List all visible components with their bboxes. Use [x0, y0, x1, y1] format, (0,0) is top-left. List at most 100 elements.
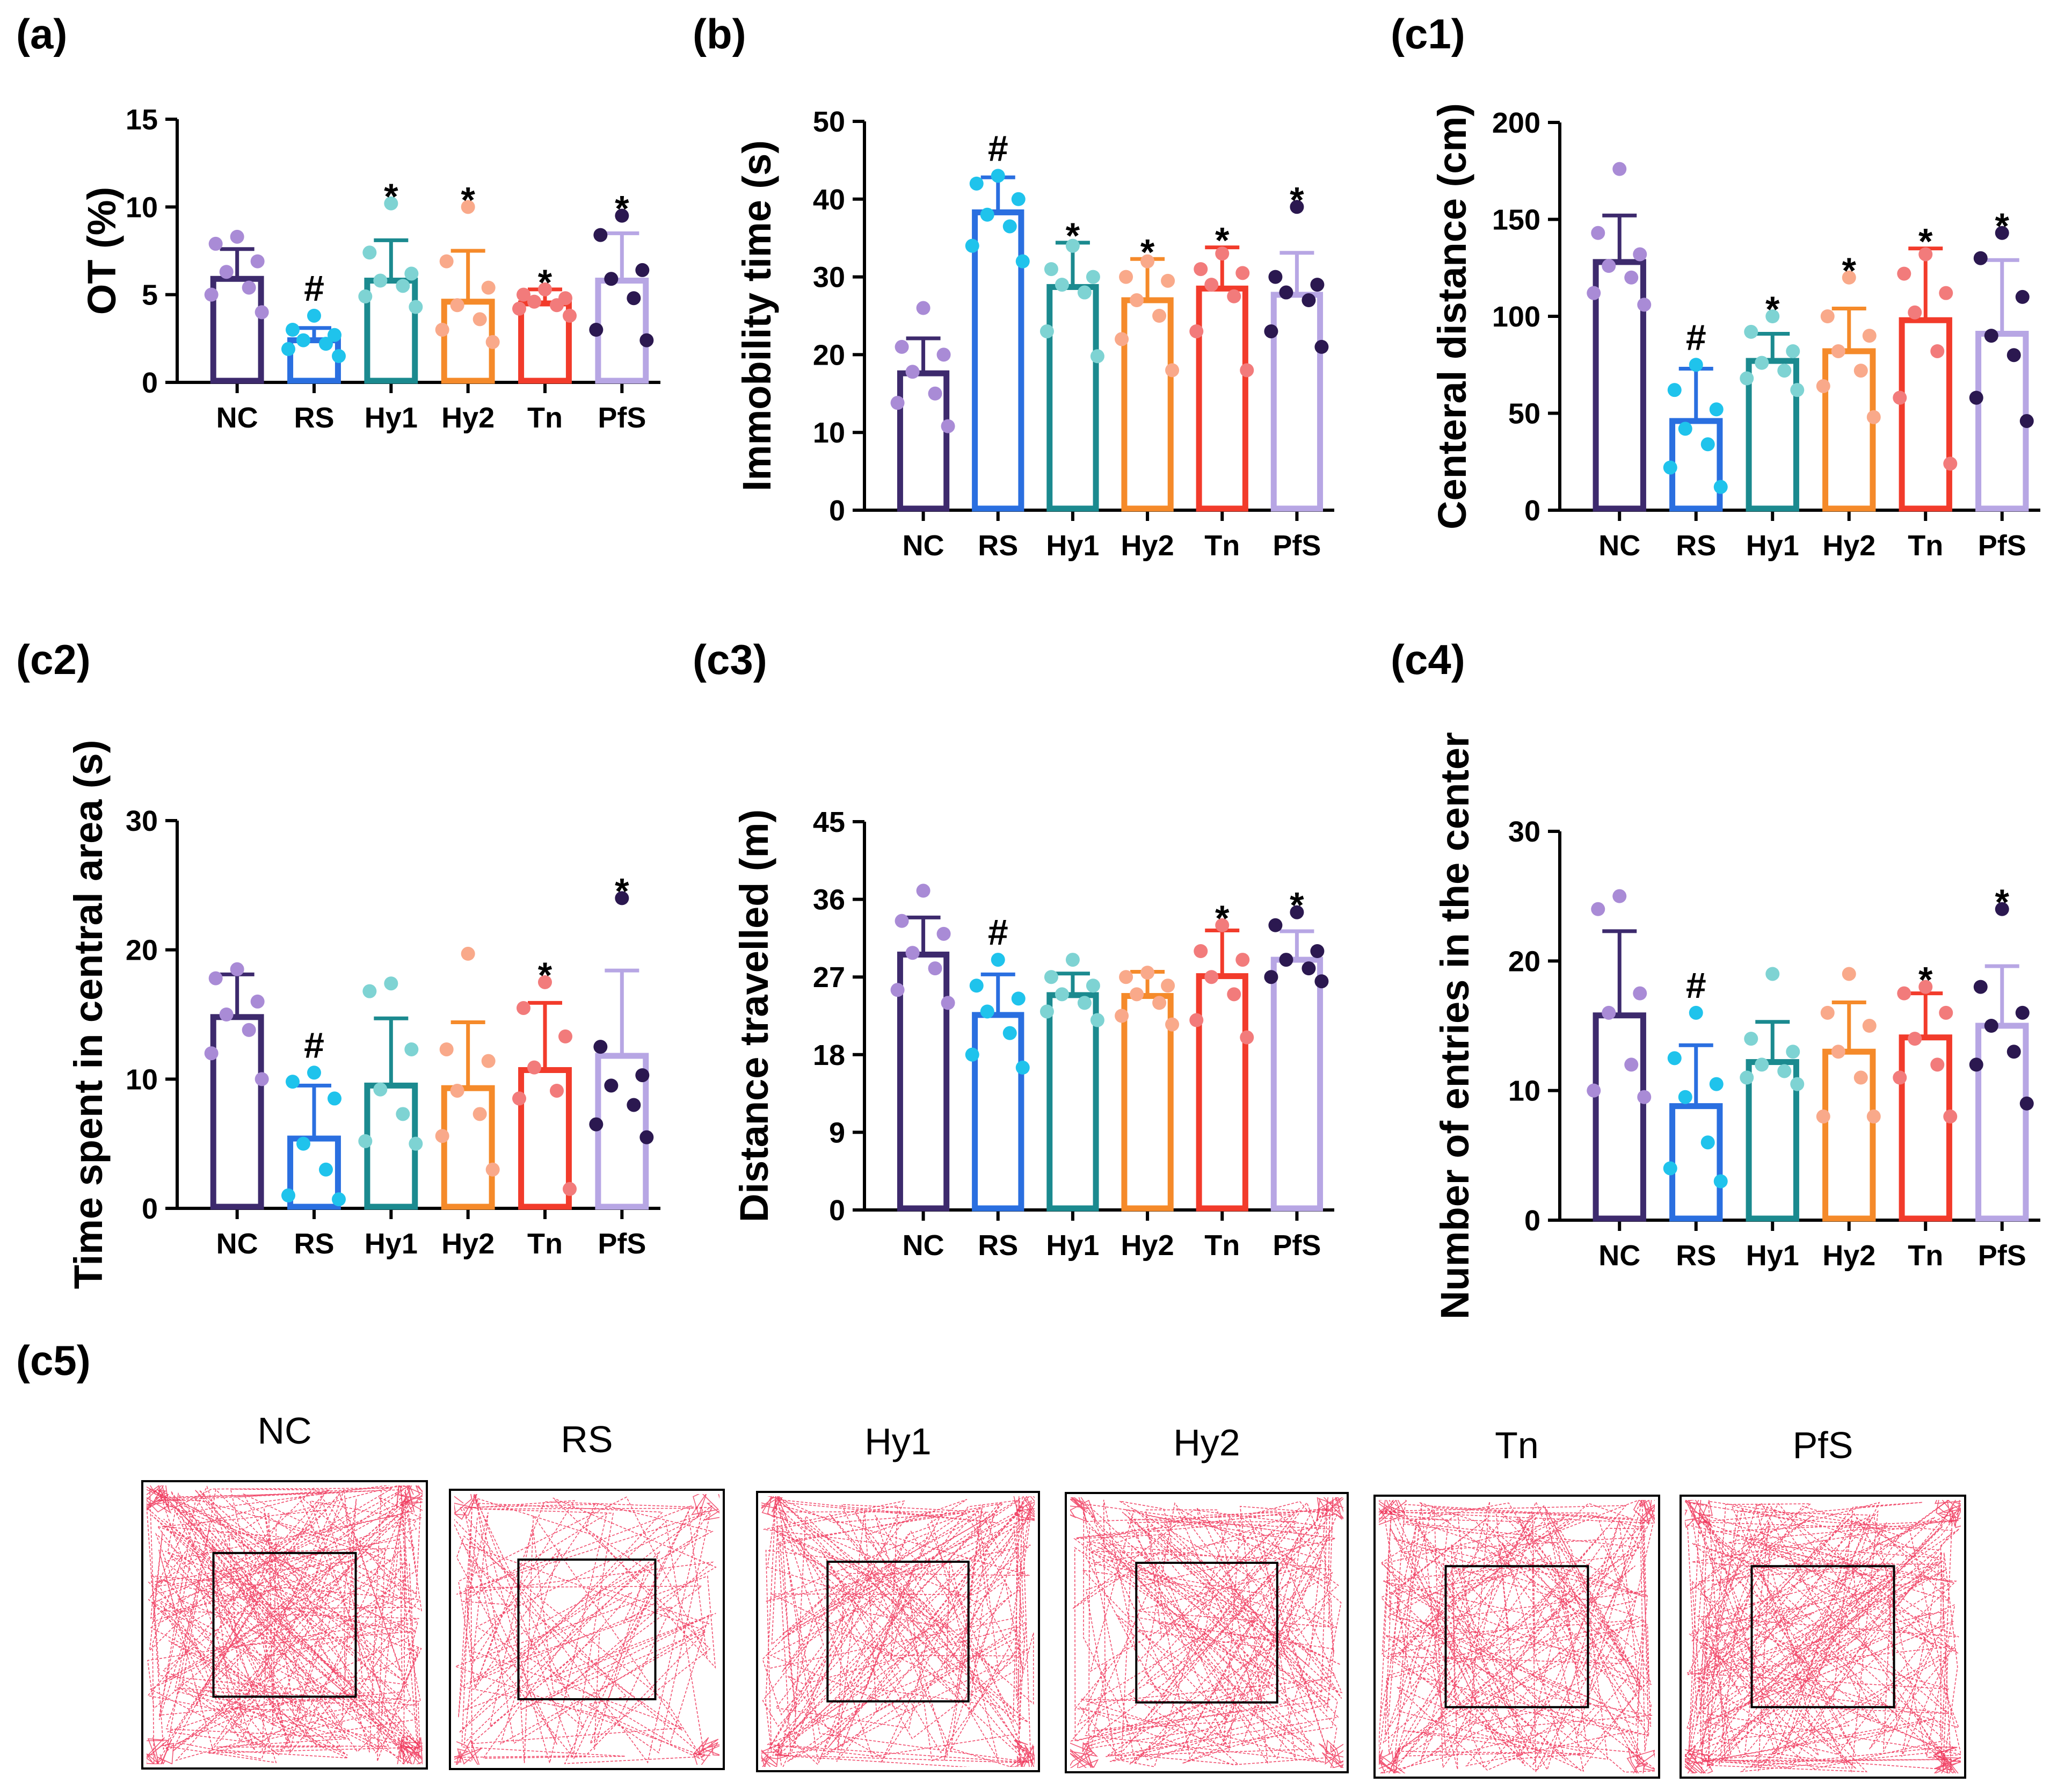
- bar: [1270, 292, 1324, 512]
- y-tick-label: 45: [813, 806, 845, 838]
- x-tick-label: RS: [978, 530, 1018, 562]
- bar: [1593, 1012, 1646, 1222]
- data-point: [1002, 219, 1017, 234]
- bar: [1746, 358, 1799, 512]
- data-point: [593, 1040, 608, 1054]
- data-point: [1816, 379, 1830, 393]
- y-tick-label: 20: [813, 339, 845, 371]
- y-tick-label: 50: [1508, 398, 1540, 430]
- significance-mark: *: [615, 189, 629, 229]
- bar: [441, 1085, 495, 1210]
- data-point: [1790, 1077, 1805, 1091]
- data-point: [230, 962, 244, 976]
- data-point: [1790, 383, 1805, 397]
- data-point: [1591, 226, 1605, 240]
- data-point: [1709, 1077, 1724, 1091]
- data-point: [1831, 1045, 1845, 1059]
- data-point: [905, 946, 920, 960]
- data-point: [1984, 1019, 1998, 1033]
- data-point: [1077, 285, 1092, 300]
- significance-mark: *: [1290, 885, 1304, 926]
- significance-mark: *: [461, 179, 475, 220]
- data-point: [1002, 1026, 1017, 1040]
- chart-panel: (b) Immobility time (s) 0 10 20 30 40 50 NC RS # Hy…: [693, 10, 1334, 562]
- data-point: [319, 1162, 333, 1177]
- data-point: [409, 1136, 423, 1151]
- data-point: [332, 1192, 346, 1207]
- data-point: [639, 333, 654, 347]
- data-point: [563, 308, 577, 323]
- bar: [364, 278, 418, 384]
- data-point: [1587, 1083, 1601, 1098]
- y-tick-label: 50: [813, 106, 845, 138]
- data-point: [461, 200, 475, 214]
- data-point: [558, 1029, 572, 1043]
- y-tick-label: 0: [142, 1193, 158, 1225]
- data-point: [296, 333, 310, 347]
- data-point: [1897, 266, 1911, 281]
- data-point: [450, 1083, 464, 1098]
- data-point: [439, 254, 454, 269]
- track-plot: Hy2: [1065, 1422, 1349, 1773]
- data-point: [307, 308, 321, 323]
- data-point: [1264, 970, 1278, 984]
- data-point: [1853, 364, 1868, 378]
- significance-mark: *: [1918, 960, 1933, 1001]
- significance-mark: #: [304, 268, 324, 309]
- y-tick-label: 10: [126, 1063, 158, 1096]
- data-point: [384, 976, 398, 991]
- bar: [518, 300, 572, 384]
- data-point: [1119, 270, 1133, 284]
- data-point: [1667, 1051, 1682, 1066]
- data-point: [1268, 918, 1283, 932]
- data-point: [1700, 437, 1715, 452]
- bar: [972, 1012, 1024, 1212]
- data-point: [481, 1054, 496, 1068]
- data-point: [639, 1130, 654, 1144]
- data-point: [1939, 1005, 1953, 1020]
- arena-border: [141, 1480, 428, 1770]
- data-point: [965, 238, 979, 253]
- significance-mark: *: [1290, 179, 1304, 220]
- data-point: [1115, 332, 1129, 346]
- data-point: [527, 294, 541, 309]
- data-point: [980, 1004, 994, 1019]
- data-point: [1908, 305, 1922, 320]
- data-point: [1740, 371, 1754, 386]
- data-point: [991, 169, 1005, 183]
- x-tick-label: PfS: [598, 1228, 646, 1260]
- data-point: [1709, 402, 1724, 417]
- y-tick-label: 100: [1492, 301, 1540, 333]
- data-point: [1204, 970, 1219, 984]
- data-point: [439, 1042, 454, 1056]
- data-point: [890, 396, 905, 410]
- x-tick-label: NC: [903, 530, 944, 562]
- track-title: NC: [257, 1410, 311, 1452]
- data-point: [905, 365, 920, 379]
- data-point: [1633, 986, 1647, 1001]
- data-point: [627, 1098, 641, 1112]
- center-zone: [1444, 1565, 1589, 1708]
- data-point: [1130, 987, 1144, 1002]
- data-point: [242, 280, 256, 295]
- bar: [1121, 993, 1174, 1212]
- y-tick-label: 200: [1492, 107, 1540, 139]
- data-point: [1065, 953, 1080, 967]
- data-point: [1268, 270, 1283, 284]
- data-point: [512, 1091, 526, 1106]
- data-point: [204, 287, 219, 302]
- data-point: [1612, 162, 1627, 176]
- data-point: [517, 287, 530, 302]
- data-point: [1055, 987, 1069, 1002]
- track-title: Tn: [1495, 1424, 1539, 1466]
- center-zone: [1750, 1565, 1895, 1708]
- data-point: [969, 979, 984, 993]
- x-tick-label: NC: [903, 1229, 944, 1262]
- data-point: [1862, 329, 1877, 343]
- data-point: [1302, 293, 1316, 308]
- y-axis-label: OT (%): [79, 187, 124, 315]
- data-point: [1786, 1045, 1800, 1059]
- data-point: [615, 208, 629, 223]
- data-point: [1689, 358, 1703, 372]
- arena-border: [756, 1491, 1040, 1772]
